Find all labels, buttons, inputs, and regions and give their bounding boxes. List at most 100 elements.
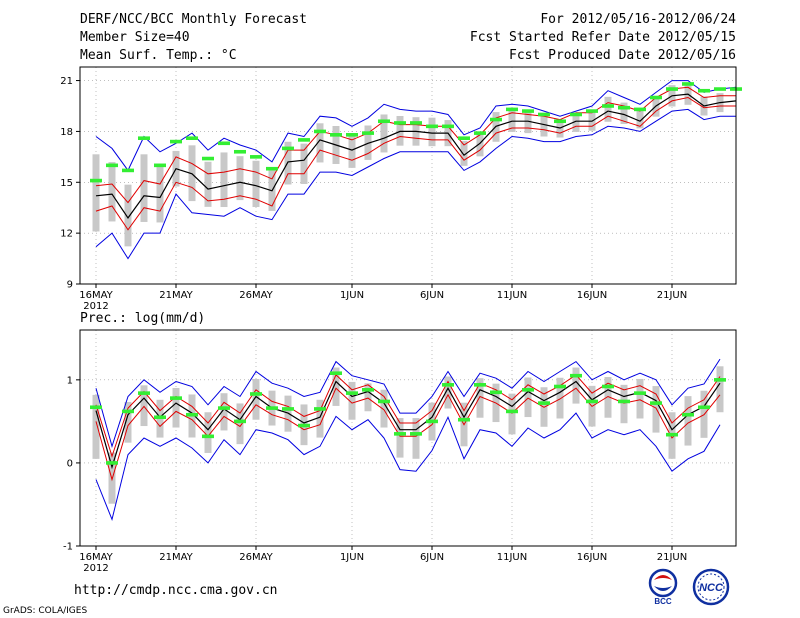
spread-box bbox=[92, 394, 100, 459]
series-line-ensemble-mean-1-sd bbox=[95, 96, 736, 231]
observed-mark bbox=[650, 95, 662, 100]
x-tick-label: 1JUN bbox=[340, 552, 364, 563]
observed-mark bbox=[90, 405, 102, 410]
observed-mark bbox=[122, 409, 134, 414]
observed-mark bbox=[570, 112, 582, 117]
observed-mark bbox=[522, 388, 534, 392]
spread-box bbox=[684, 396, 692, 446]
variable-label-temperature: Mean Surf. Temp.: °C bbox=[80, 48, 237, 63]
x-tick-label: 21JUN bbox=[657, 290, 687, 301]
spread-box bbox=[636, 378, 644, 419]
observed-mark bbox=[714, 87, 726, 91]
observed-mark bbox=[378, 399, 390, 404]
observed-mark bbox=[346, 391, 358, 395]
spread-box bbox=[572, 114, 580, 132]
spread-box bbox=[604, 96, 612, 122]
observed-mark bbox=[426, 124, 438, 129]
plot-frame bbox=[79, 66, 737, 285]
source-url-link[interactable]: http://cmdp.ncc.cma.gov.cn bbox=[74, 583, 278, 598]
observed-mark bbox=[106, 461, 118, 465]
spread-box bbox=[460, 140, 468, 166]
spread-box bbox=[556, 119, 564, 138]
observed-mark bbox=[634, 107, 646, 112]
spread-box bbox=[316, 399, 324, 438]
spread-box bbox=[108, 162, 116, 222]
observed-mark bbox=[346, 133, 358, 137]
series-line-ensemble-mean bbox=[95, 380, 721, 470]
y-tick-label: -1 bbox=[63, 542, 73, 553]
spread-box bbox=[252, 160, 260, 208]
x-year-label: 2012 bbox=[83, 301, 108, 312]
observed-mark bbox=[202, 434, 214, 439]
observed-mark bbox=[266, 166, 278, 171]
y-tick-label: 1 bbox=[67, 375, 73, 386]
spread-box bbox=[220, 152, 228, 208]
spread-box bbox=[316, 123, 324, 163]
chart-title: DERF/NCC/BCC Monthly Forecast bbox=[80, 12, 307, 27]
series-line-ensemble-mean bbox=[95, 93, 737, 219]
observed-mark bbox=[154, 415, 166, 420]
spread-box bbox=[156, 165, 164, 223]
observed-mark bbox=[442, 124, 454, 129]
observed-mark bbox=[714, 378, 726, 382]
observed-mark bbox=[394, 432, 406, 436]
observed-mark bbox=[442, 383, 454, 387]
observed-mark bbox=[698, 405, 710, 410]
observed-mark bbox=[298, 138, 310, 142]
spread-box bbox=[236, 403, 244, 445]
observed-mark bbox=[218, 141, 230, 146]
observed-mark bbox=[154, 163, 166, 168]
spread-box bbox=[556, 377, 564, 419]
observed-mark bbox=[506, 107, 518, 112]
observed-mark bbox=[410, 121, 422, 125]
spread-box bbox=[620, 384, 628, 424]
spread-box bbox=[332, 367, 340, 406]
observed-mark bbox=[314, 407, 326, 411]
ncc-logo: NCC bbox=[692, 568, 730, 606]
observed-mark bbox=[202, 156, 214, 161]
x-tick-label: 21MAY bbox=[159, 552, 193, 563]
spread-box bbox=[396, 418, 404, 458]
spread-box bbox=[572, 367, 580, 404]
observed-mark bbox=[186, 412, 198, 417]
spread-box bbox=[92, 154, 100, 232]
spread-box bbox=[524, 377, 532, 418]
x-tick-label: 16MAY bbox=[79, 290, 113, 301]
observed-mark bbox=[666, 87, 678, 91]
bcc-logo: BCC bbox=[648, 568, 678, 606]
observed-mark bbox=[474, 383, 486, 387]
produced-date-label: Fcst Produced Date 2012/05/16 bbox=[509, 48, 736, 63]
spread-box bbox=[364, 383, 372, 412]
observed-mark bbox=[554, 119, 566, 124]
observed-mark bbox=[170, 396, 182, 400]
observed-mark bbox=[618, 105, 630, 110]
spread-box bbox=[204, 161, 212, 207]
observed-mark bbox=[490, 390, 502, 395]
spread-box bbox=[524, 110, 532, 134]
spread-box bbox=[380, 114, 388, 153]
x-tick-label: 16JUN bbox=[577, 552, 607, 563]
observed-mark bbox=[538, 401, 550, 405]
spread-box bbox=[652, 386, 660, 433]
spread-box bbox=[476, 378, 484, 418]
observed-mark bbox=[234, 419, 246, 424]
spread-box bbox=[508, 393, 516, 435]
series-line-ensemble-min bbox=[95, 108, 736, 260]
observed-mark bbox=[250, 392, 262, 396]
spread-box bbox=[172, 387, 180, 428]
spread-box bbox=[620, 102, 628, 124]
y-tick-label: 12 bbox=[60, 229, 73, 240]
spread-box bbox=[220, 393, 228, 431]
variable-label-precipitation: Prec.: log(mm/d) bbox=[80, 311, 206, 326]
spread-box bbox=[204, 412, 212, 453]
x-tick-label: 26MAY bbox=[239, 290, 273, 301]
bcc-logo-text: BCC bbox=[654, 597, 672, 606]
observed-mark bbox=[618, 399, 630, 404]
observed-mark bbox=[138, 391, 150, 395]
observed-mark bbox=[362, 131, 374, 135]
observed-mark bbox=[378, 119, 390, 124]
y-tick-label: 18 bbox=[60, 127, 73, 138]
observed-mark bbox=[650, 401, 662, 405]
spread-box bbox=[348, 381, 356, 420]
spread-box bbox=[540, 115, 548, 137]
